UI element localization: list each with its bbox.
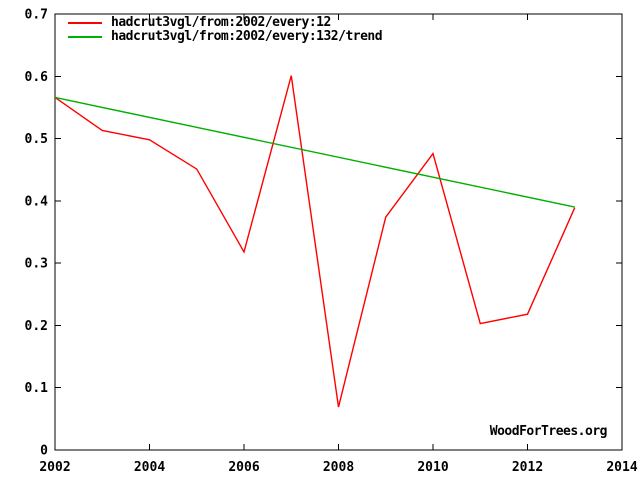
x-tick-label: 2014 <box>606 460 637 475</box>
y-tick-label: 0.3 <box>25 257 48 272</box>
series-line-0 <box>54 75 576 408</box>
legend-item-red-series: hadcrut3vgl/from:2002/every:12 <box>68 15 382 30</box>
legend-line-sample-green <box>68 35 102 38</box>
x-tick-label: 2004 <box>134 460 165 475</box>
legend-item-green-series: hadcrut3vgl/from:2002/every:132/trend <box>68 29 383 44</box>
plot-border <box>54 13 623 451</box>
y-tick-label: 0.5 <box>25 132 48 147</box>
legend-line-sample-red <box>68 21 102 24</box>
x-tick-label: 2006 <box>228 460 259 475</box>
y-tick-label: 0.2 <box>25 319 48 334</box>
legend-label-green-series: hadcrut3vgl/from:2002/every:132/trend <box>111 29 383 44</box>
watermark: WoodForTrees.org <box>489 424 608 439</box>
y-tick-label: 0 <box>40 444 48 459</box>
y-tick-label: 0.4 <box>25 194 49 209</box>
x-tick-label: 2002 <box>39 460 70 475</box>
x-tick-label: 2008 <box>323 460 354 475</box>
y-tick-label: 0.6 <box>25 70 49 85</box>
x-tick-label: 2010 <box>417 460 448 475</box>
x-tick-label: 2012 <box>512 460 543 475</box>
legend: hadcrut3vgl/from:2002/every:12 hadcrut3v… <box>68 15 383 44</box>
y-tick-label: 0.7 <box>25 8 48 23</box>
series-line-1 <box>54 96 575 208</box>
y-tick-label: 0.1 <box>25 381 49 396</box>
legend-label-red-series: hadcrut3vgl/from:2002/every:12 <box>111 15 331 30</box>
